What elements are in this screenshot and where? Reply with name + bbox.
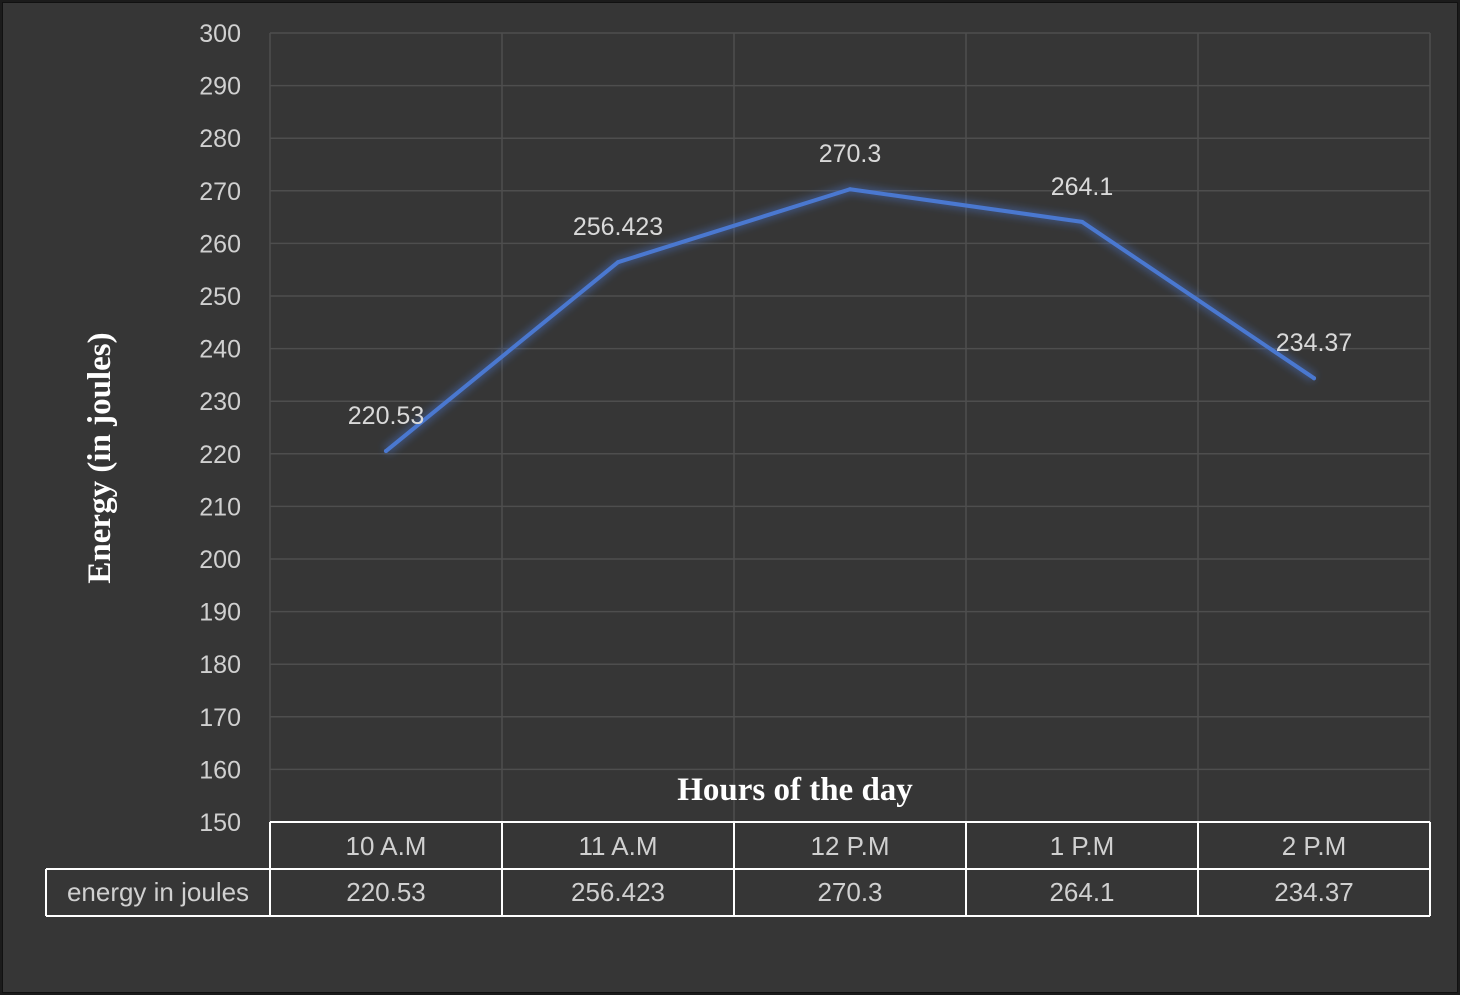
table-series-name: energy in joules — [67, 877, 249, 907]
y-tick-label: 230 — [199, 388, 241, 416]
table-value-cell: 234.37 — [1274, 877, 1354, 907]
table-value-cell: 270.3 — [817, 877, 882, 907]
x-category-label: 11 A.M — [578, 831, 657, 861]
y-tick-label: 290 — [199, 73, 241, 101]
data-label: 264.1 — [1051, 173, 1114, 201]
y-tick-label: 280 — [199, 125, 241, 153]
y-tick-label: 250 — [199, 283, 241, 311]
data-labels: 220.53 256.423 270.3 264.1 234.37 — [348, 140, 1352, 430]
y-tick-label: 240 — [199, 336, 241, 364]
y-tick-label: 220 — [199, 441, 241, 469]
y-tick-label: 190 — [199, 599, 241, 627]
data-point — [1080, 219, 1084, 224]
data-point — [616, 260, 620, 265]
y-tick-label: 150 — [199, 809, 241, 837]
series-line — [384, 187, 1316, 454]
y-axis-ticks: 150 160 170 180 190 200 210 220 230 240 250 260 270 2… — [199, 20, 241, 837]
data-point — [1312, 376, 1316, 381]
x-category-label: 12 P.M — [810, 831, 889, 861]
x-axis-title: Hours of the day — [677, 772, 913, 808]
data-label: 256.423 — [573, 213, 663, 241]
x-category-label: 10 A.M — [346, 831, 427, 861]
y-tick-label: 270 — [199, 178, 241, 206]
y-tick-label: 300 — [199, 20, 241, 48]
data-table: 10 A.M 220.53 11 A.M 256.423 12 P.M 270.3 1 P.… — [45, 821, 1431, 917]
y-axis-title: Energy (in joules) — [82, 332, 118, 583]
data-label: 270.3 — [819, 140, 882, 168]
x-category-label: 1 P.M — [1050, 831, 1115, 861]
table-value-cell: 256.423 — [571, 877, 665, 907]
table-value-cell: 264.1 — [1049, 877, 1114, 907]
y-tick-label: 260 — [199, 230, 241, 258]
series-line-glow — [383, 184, 1317, 455]
series-energy — [383, 184, 1317, 455]
y-tick-label: 210 — [199, 493, 241, 521]
data-label: 234.37 — [1276, 329, 1352, 357]
data-point — [848, 187, 852, 192]
y-tick-label: 160 — [199, 756, 241, 784]
data-label: 220.53 — [348, 402, 424, 430]
y-tick-label: 200 — [199, 546, 241, 574]
y-tick-label: 170 — [199, 704, 241, 732]
x-category-label: 2 P.M — [1282, 831, 1347, 861]
table-value-cell: 220.53 — [346, 877, 426, 907]
data-point — [384, 449, 388, 454]
y-tick-label: 180 — [199, 651, 241, 679]
